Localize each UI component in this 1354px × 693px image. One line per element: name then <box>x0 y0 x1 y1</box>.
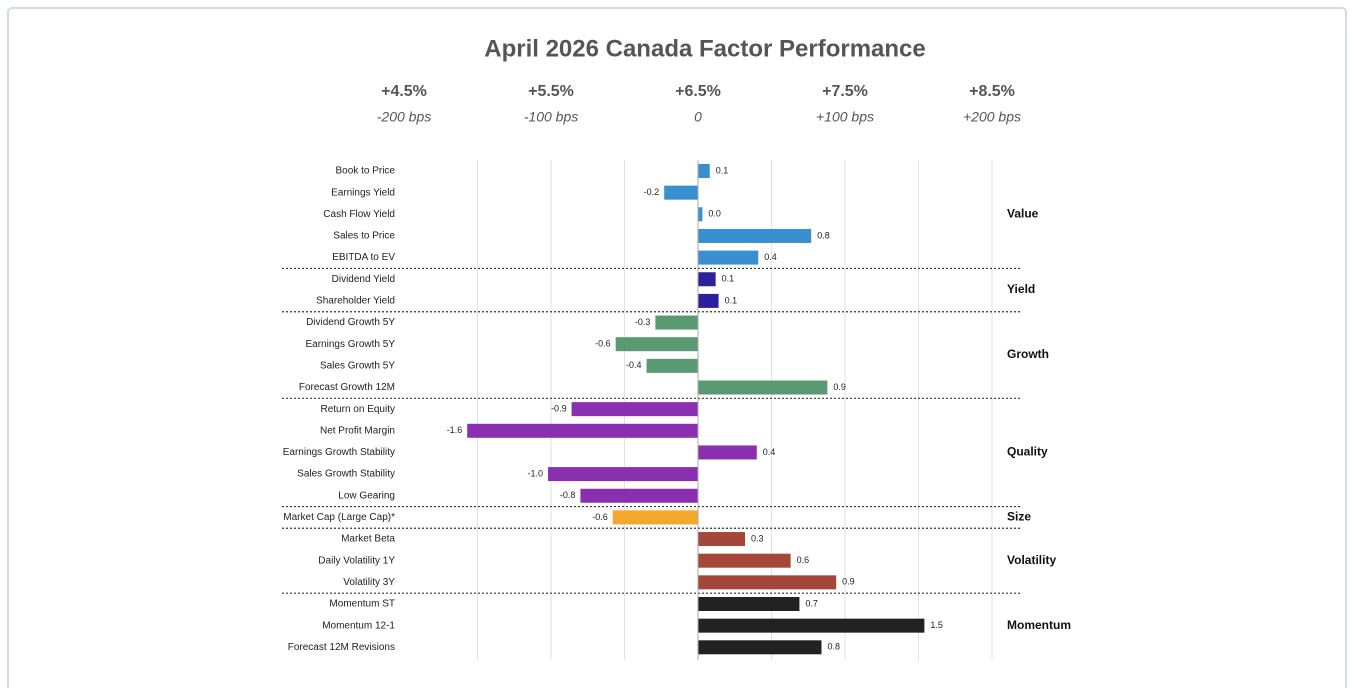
value-label: 0.1 <box>716 165 729 175</box>
x-tick-label: +7.5% <box>822 83 868 100</box>
value-label: 0.9 <box>833 382 846 392</box>
value-label: 0.4 <box>764 252 777 262</box>
category-label: Net Profit Margin <box>320 425 395 436</box>
bar <box>571 402 698 417</box>
value-label: -0.9 <box>551 404 567 414</box>
bar <box>646 358 698 373</box>
x-tick-label: +4.5% <box>381 83 427 100</box>
category-label: Earnings Growth Stability <box>283 447 395 458</box>
x-tick-sublabel: 0 <box>694 109 702 125</box>
group-label: Size <box>1007 510 1031 524</box>
category-label: Earnings Growth 5Y <box>306 339 396 350</box>
bar <box>698 597 800 611</box>
category-label: Daily Volatility 1Y <box>318 555 395 566</box>
category-label: Momentum 12-1 <box>322 620 395 631</box>
bar <box>698 445 757 460</box>
bar <box>698 553 791 568</box>
bar <box>698 293 719 308</box>
category-label: Sales to Price <box>333 231 395 242</box>
x-tick-sublabel: -200 bps <box>377 109 431 125</box>
value-label: 0.1 <box>722 274 735 284</box>
value-label: 0.0 <box>708 209 721 219</box>
bar <box>698 272 716 287</box>
bar <box>698 618 925 633</box>
value-label: -0.6 <box>595 339 611 349</box>
group-label: Yield <box>1007 282 1035 296</box>
category-label: Return on Equity <box>321 404 396 415</box>
bar <box>698 164 710 178</box>
value-label: 0.3 <box>751 533 764 543</box>
category-label: Volatility 3Y <box>343 577 395 588</box>
bar <box>580 488 698 503</box>
bar <box>698 575 837 590</box>
category-label: Forecast 12M Revisions <box>288 642 395 653</box>
group-label: Volatility <box>1007 553 1056 567</box>
value-label: -0.4 <box>626 360 642 370</box>
value-label: -0.3 <box>635 317 651 327</box>
group-label: Quality <box>1007 445 1048 459</box>
value-label: 1.5 <box>930 620 943 630</box>
bar <box>698 532 746 547</box>
bar <box>467 423 698 438</box>
category-label: Momentum ST <box>329 599 395 610</box>
category-label: Sales Growth 5Y <box>320 360 395 371</box>
value-label: 0.1 <box>725 295 738 305</box>
category-label: Earnings Yield <box>331 187 395 198</box>
bar <box>548 467 698 482</box>
value-label: 0.4 <box>763 447 776 457</box>
value-label: -0.6 <box>592 512 608 522</box>
value-label: 0.9 <box>842 577 855 587</box>
category-label: Market Beta <box>341 534 395 545</box>
bar <box>612 510 698 525</box>
category-label: Sales Growth Stability <box>297 469 395 480</box>
category-label: Market Cap (Large Cap)* <box>283 512 395 523</box>
value-label: -1.0 <box>528 468 544 478</box>
bar <box>615 337 698 352</box>
category-label: Dividend Yield <box>332 274 395 285</box>
x-tick-sublabel: +200 bps <box>963 109 1021 125</box>
category-label: EBITDA to EV <box>332 252 395 263</box>
category-label: Forecast Growth 12M <box>299 382 395 393</box>
value-label: 0.6 <box>797 555 810 565</box>
x-tick-label: +8.5% <box>969 83 1015 100</box>
category-label: Shareholder Yield <box>316 296 395 307</box>
x-tick-sublabel: -100 bps <box>524 109 578 125</box>
value-label: 0.8 <box>827 642 840 652</box>
bar <box>655 315 698 330</box>
category-label: Cash Flow Yield <box>323 209 395 220</box>
value-label: -1.6 <box>447 425 463 435</box>
bar <box>698 640 822 655</box>
x-tick-sublabel: +100 bps <box>816 109 874 125</box>
bar <box>698 250 759 265</box>
x-tick-label: +5.5% <box>528 83 574 100</box>
group-label: Value <box>1007 206 1039 220</box>
group-label: Momentum <box>1007 618 1071 632</box>
bar <box>698 207 703 222</box>
value-label: 0.8 <box>817 230 830 240</box>
value-label: -0.2 <box>644 187 660 197</box>
category-label: Book to Price <box>336 166 396 177</box>
x-tick-label: +6.5% <box>675 83 721 100</box>
bar <box>698 380 828 395</box>
chart-title: April 2026 Canada Factor Performance <box>484 35 926 62</box>
group-label: Growth <box>1007 347 1049 361</box>
category-label: Dividend Growth 5Y <box>306 317 395 328</box>
value-label: -0.8 <box>560 490 576 500</box>
bar <box>664 185 698 200</box>
bar <box>698 228 812 243</box>
category-label: Low Gearing <box>338 490 395 501</box>
value-label: 0.7 <box>805 598 818 608</box>
